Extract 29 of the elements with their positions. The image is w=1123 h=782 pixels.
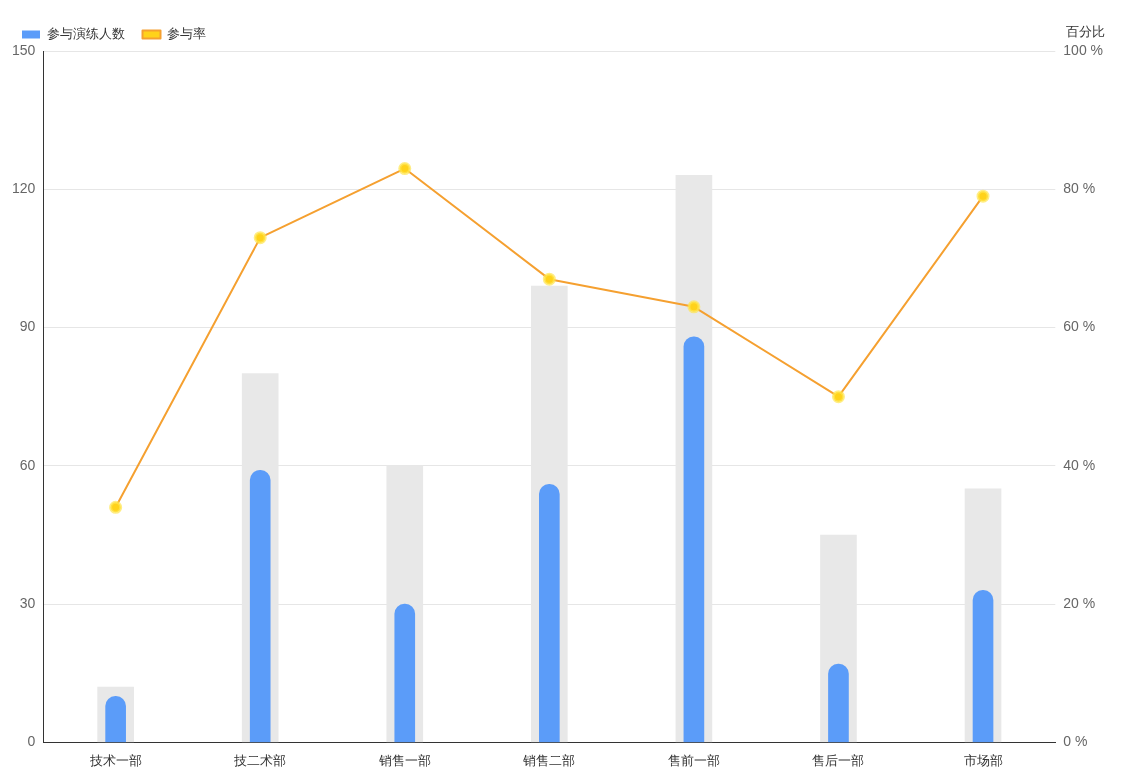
y2-axis-title: 百分比 bbox=[1065, 24, 1105, 40]
bar bbox=[249, 470, 271, 743]
bar bbox=[539, 483, 560, 743]
x-tick-label: 销售一部 bbox=[377, 752, 431, 768]
y-tick-label: 120 bbox=[12, 180, 36, 197]
y2-tick-label: 20 % bbox=[1063, 594, 1096, 611]
bar bbox=[394, 603, 416, 743]
bar bbox=[683, 336, 705, 743]
y2-tick-label: 60 % bbox=[1063, 318, 1096, 335]
y2-tick-label: 0 % bbox=[1063, 733, 1088, 750]
legend-label: 参与率 bbox=[167, 26, 206, 42]
y-tick-label: 90 bbox=[19, 318, 36, 335]
x-tick-label: 销售二部 bbox=[522, 752, 576, 768]
legend-label: 参与演练人数 bbox=[46, 26, 125, 42]
bar bbox=[972, 589, 994, 743]
x-tick-label: 技二术部 bbox=[233, 752, 287, 768]
x-tick-label: 市场部 bbox=[963, 752, 1003, 768]
y2-tick-label: 80 % bbox=[1063, 180, 1096, 197]
x-tick-label: 技术一部 bbox=[88, 752, 142, 768]
y-tick-label: 60 bbox=[19, 456, 36, 473]
y2-tick-label: 40 % bbox=[1063, 456, 1096, 473]
x-tick-label: 售前一部 bbox=[667, 752, 720, 768]
y2-tick-label: 100 % bbox=[1063, 41, 1104, 58]
bar bbox=[105, 695, 126, 743]
y-tick-label: 150 bbox=[12, 41, 36, 58]
y-tick-label: 30 bbox=[19, 594, 36, 611]
y-tick-label: 0 bbox=[27, 733, 36, 750]
bar bbox=[828, 663, 849, 743]
x-tick-label: 售后一部 bbox=[812, 752, 865, 768]
